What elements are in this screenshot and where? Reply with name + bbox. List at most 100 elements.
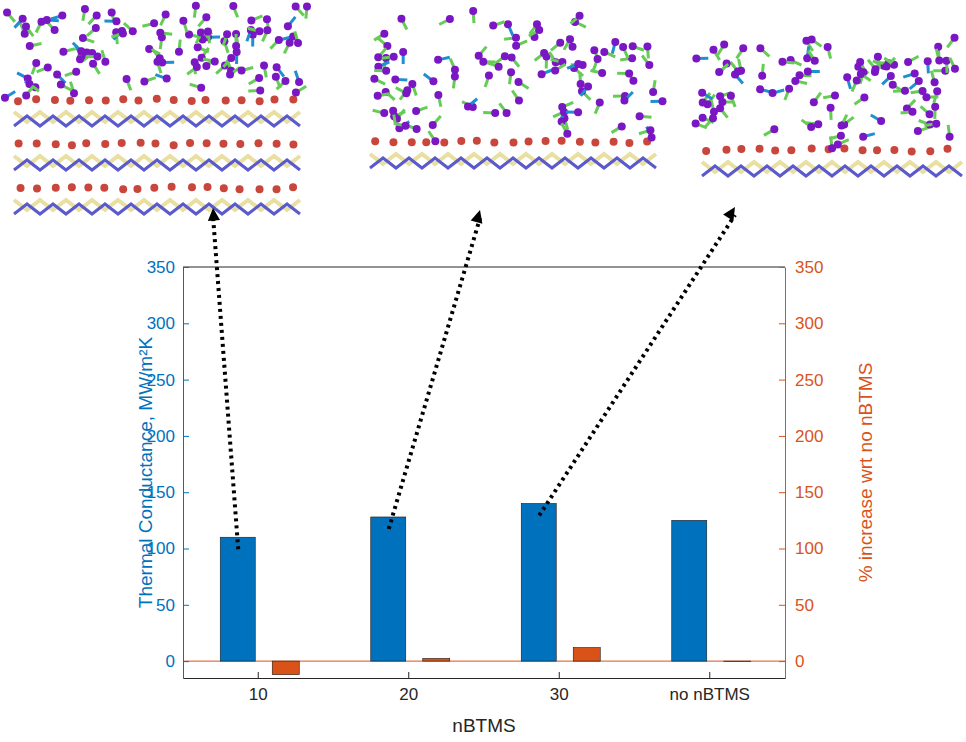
atom — [72, 68, 80, 76]
atom — [380, 109, 388, 117]
atom — [718, 98, 726, 106]
tick-mark — [408, 672, 409, 678]
atom — [598, 69, 606, 77]
atom — [692, 120, 700, 128]
atom — [168, 183, 176, 191]
y-axis-title: Thermal Conductance, MW/m²K — [135, 336, 156, 608]
atom — [451, 72, 459, 80]
atom — [292, 88, 300, 96]
bar — [521, 503, 556, 661]
atom — [15, 139, 23, 147]
atom — [512, 34, 520, 42]
atom — [33, 139, 41, 147]
atom — [611, 38, 619, 46]
atom — [625, 69, 633, 77]
atom — [294, 39, 302, 47]
atom — [14, 97, 22, 105]
atom — [629, 77, 637, 85]
atom — [877, 117, 885, 125]
atom — [188, 97, 196, 105]
atom — [610, 138, 618, 146]
tick-mark — [258, 672, 259, 678]
atom — [256, 97, 264, 105]
atom — [887, 72, 895, 80]
atom — [289, 140, 297, 148]
atom — [807, 123, 815, 131]
atom — [840, 145, 848, 153]
tick-mark — [779, 605, 785, 606]
tick-mark — [183, 492, 189, 493]
atom — [108, 8, 116, 16]
atom — [737, 145, 745, 153]
atom — [859, 133, 867, 141]
layer-bond — [702, 166, 962, 176]
atom — [292, 3, 300, 11]
atom — [490, 138, 498, 146]
atom — [272, 73, 280, 81]
snapshot — [1, 2, 311, 214]
atom — [232, 42, 240, 50]
atom — [1, 94, 9, 102]
bars — [183, 503, 785, 674]
atom — [413, 125, 421, 133]
atom — [756, 44, 764, 52]
snapshot — [692, 34, 962, 176]
atom — [440, 138, 448, 146]
atom — [464, 102, 472, 110]
atom — [397, 15, 405, 23]
atom — [204, 27, 212, 35]
atom — [515, 78, 523, 86]
atom — [101, 58, 109, 66]
atom — [123, 75, 131, 83]
atom — [133, 185, 141, 193]
atom — [727, 92, 735, 100]
arrow-head — [471, 210, 483, 224]
atom — [32, 59, 40, 67]
atom — [22, 22, 30, 30]
atom — [412, 107, 420, 115]
atom — [709, 114, 717, 122]
atom — [932, 120, 940, 128]
x-axis-title: nBTMS — [452, 715, 515, 736]
arrow — [539, 215, 735, 515]
axis-line — [183, 268, 184, 679]
atom — [389, 138, 397, 146]
atom — [901, 87, 909, 95]
layer-bond — [14, 116, 300, 126]
tick: 20 — [399, 672, 418, 704]
atom — [542, 137, 550, 145]
atom — [457, 137, 465, 145]
atom — [85, 96, 93, 104]
atom — [100, 184, 108, 192]
atom — [76, 55, 84, 63]
atom — [469, 7, 477, 15]
tick-mark — [779, 436, 785, 437]
snapshot — [370, 7, 666, 168]
atom — [273, 140, 281, 148]
atom — [370, 75, 378, 83]
atom — [194, 43, 202, 51]
atom — [576, 12, 584, 20]
atom — [946, 133, 954, 141]
atom — [151, 140, 159, 148]
atom — [596, 99, 604, 107]
tick-mark — [183, 380, 189, 381]
atom — [709, 46, 717, 54]
tick-mark — [183, 267, 189, 268]
atom — [551, 67, 559, 75]
atom — [303, 3, 311, 11]
layer-bond — [14, 160, 300, 170]
atom — [501, 52, 509, 60]
atom — [699, 99, 707, 107]
atom — [756, 145, 764, 153]
y2-axis-title: % increase wrt no nBTMS — [855, 363, 876, 583]
atom — [715, 68, 723, 76]
layer-bond — [14, 204, 300, 214]
atom — [731, 70, 739, 78]
bar — [724, 661, 751, 663]
atom — [374, 92, 382, 100]
atom — [503, 109, 511, 117]
atom — [179, 17, 187, 25]
atom — [371, 137, 379, 145]
atom — [926, 110, 934, 118]
